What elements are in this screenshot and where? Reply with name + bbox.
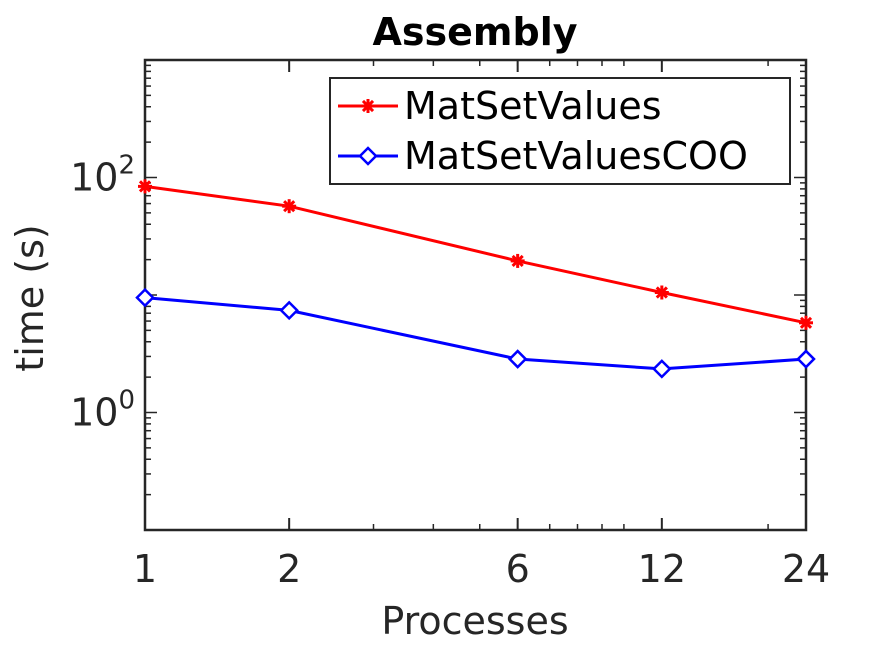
- data-point: [510, 253, 525, 268]
- legend-label: MatSetValues: [404, 84, 662, 128]
- x-tick-label: 1: [133, 547, 157, 591]
- data-point: [135, 287, 155, 308]
- data-point: [654, 285, 669, 300]
- legend-label: MatSetValuesCOO: [404, 134, 748, 178]
- legend-marker: [358, 146, 378, 166]
- legend-item: MatSetValues: [338, 84, 662, 128]
- data-point: [279, 300, 299, 321]
- x-tick-label: 24: [782, 547, 830, 591]
- chart-title: Assembly: [372, 10, 577, 54]
- series-layer: [135, 179, 816, 379]
- data-point: [652, 359, 672, 379]
- y-tick-label: 102: [70, 151, 135, 200]
- legend: MatSetValues MatSetValuesCOO: [329, 77, 791, 185]
- legend-marker: [361, 99, 375, 113]
- x-tick-label: 2: [277, 547, 301, 591]
- series-line: [144, 296, 807, 371]
- marker-stroke: [361, 99, 375, 113]
- data-point: [507, 349, 528, 369]
- data-point: [796, 349, 816, 369]
- series-line: [144, 184, 807, 325]
- x-tick-label: 12: [638, 547, 686, 591]
- x-tick-label: 6: [506, 547, 530, 591]
- y-tick-label: 100: [70, 386, 135, 435]
- marker-stroke: [511, 254, 524, 268]
- y-axis-label: time (s): [8, 224, 52, 371]
- legend-box: [329, 77, 791, 185]
- marker-stroke: [655, 286, 668, 299]
- x-axis-label: Processes: [381, 599, 568, 643]
- marker-stroke: [799, 316, 813, 329]
- data-point: [799, 315, 813, 330]
- data-point: [282, 199, 297, 214]
- legend-item: MatSetValuesCOO: [338, 134, 748, 178]
- data-point: [138, 179, 152, 194]
- marker-stroke: [283, 200, 296, 213]
- series-matsetvaluescoo: [135, 287, 816, 379]
- series-matsetvalues: [138, 179, 813, 330]
- marker-stroke: [138, 180, 152, 193]
